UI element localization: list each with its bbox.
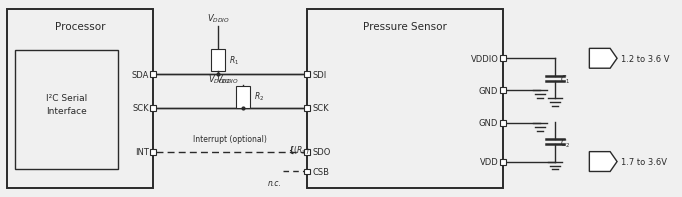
Polygon shape xyxy=(589,48,617,68)
Text: SCK: SCK xyxy=(312,104,329,113)
Text: $C_2$: $C_2$ xyxy=(560,138,570,150)
Polygon shape xyxy=(589,152,617,171)
Text: $V_{DDIO}$: $V_{DDIO}$ xyxy=(207,12,230,25)
Text: GND: GND xyxy=(479,119,499,128)
Bar xyxy=(304,71,310,77)
Bar xyxy=(501,87,506,93)
Bar xyxy=(308,9,503,188)
Text: VDD: VDD xyxy=(479,158,499,167)
Text: $\boldsymbol{\{}(R_3)$: $\boldsymbol{\{}(R_3)$ xyxy=(288,144,310,156)
Bar xyxy=(501,55,506,61)
Text: 1.7 to 3.6V: 1.7 to 3.6V xyxy=(621,158,667,167)
Text: $V_{DDIO}$: $V_{DDIO}$ xyxy=(216,74,239,86)
Text: $R_2$: $R_2$ xyxy=(254,91,264,103)
Bar xyxy=(150,105,156,111)
Text: INT: INT xyxy=(135,148,149,157)
Bar xyxy=(150,149,156,155)
Text: I²C Serial
Interface: I²C Serial Interface xyxy=(46,94,87,116)
Bar xyxy=(304,168,310,175)
Text: VDDIO: VDDIO xyxy=(471,55,499,64)
Text: SDA: SDA xyxy=(132,71,149,80)
Text: $V_{DDIO}$: $V_{DDIO}$ xyxy=(208,74,231,86)
Bar xyxy=(304,149,310,155)
Text: SDO: SDO xyxy=(312,148,331,157)
Text: SDI: SDI xyxy=(312,71,327,80)
Bar xyxy=(236,86,250,108)
Text: SCK: SCK xyxy=(132,104,149,113)
Text: Processor: Processor xyxy=(55,21,105,32)
Text: n.c.: n.c. xyxy=(268,179,282,188)
Text: $R_1$: $R_1$ xyxy=(229,54,239,67)
Text: GND: GND xyxy=(479,86,499,96)
Bar xyxy=(14,50,119,169)
Bar xyxy=(150,71,156,77)
Bar xyxy=(501,159,506,164)
Text: CSB: CSB xyxy=(312,168,329,177)
Text: $C_1$: $C_1$ xyxy=(560,74,570,86)
Bar xyxy=(501,120,506,126)
Text: Pressure Sensor: Pressure Sensor xyxy=(364,21,447,32)
Text: 1.2 to 3.6 V: 1.2 to 3.6 V xyxy=(621,55,670,64)
Bar xyxy=(304,105,310,111)
Text: Interrupt (optional): Interrupt (optional) xyxy=(193,135,267,144)
Bar xyxy=(211,49,225,71)
Bar xyxy=(7,9,153,188)
